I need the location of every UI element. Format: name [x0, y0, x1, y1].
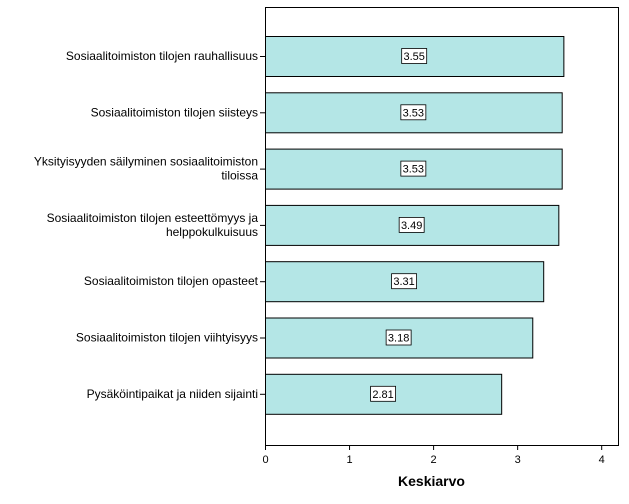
- data-label-5: 3.31: [393, 276, 414, 288]
- x-tick-label-0: 0: [262, 454, 268, 466]
- data-label-box-4: [398, 216, 425, 233]
- category-label-7: Pysäköintipaikat ja niiden sijainti: [87, 387, 258, 401]
- category-label-6: Sosiaalitoimiston tilojen viihtyisyys: [76, 331, 258, 345]
- bars-group: 3.55 3.53 3.53 3.49 3.31 3.18 2.81: [265, 36, 565, 415]
- category-label-3: Yksityisyyden säilyminen sosiaalitoimist…: [34, 155, 258, 183]
- category-labels-group: Sosiaalitoimiston tilojen rauhallisuus So…: [34, 49, 265, 401]
- data-label-2: 3.53: [403, 107, 424, 119]
- category-label-4: Sosiaalitoimiston tilojen esteettömyys j…: [47, 211, 259, 239]
- x-ticks-group: 0 1 2 3 4: [262, 445, 605, 466]
- x-tick-label-2: 2: [431, 454, 437, 466]
- data-label-6: 3.18: [388, 333, 409, 345]
- plot-frame: [265, 7, 619, 446]
- data-label-box-2: [400, 104, 427, 121]
- data-label-box-1: [401, 48, 428, 64]
- data-label-box-3: [400, 160, 427, 177]
- data-label-box-6: [385, 329, 412, 346]
- category-label-5: Sosiaalitoimiston tilojen opasteet: [84, 274, 259, 288]
- data-label-3: 3.53: [403, 164, 424, 176]
- x-axis-title: Keskiarvo: [398, 473, 465, 489]
- data-label-1: 3.55: [403, 51, 424, 63]
- data-label-box-5: [391, 273, 417, 290]
- data-label-4: 3.49: [401, 220, 422, 232]
- x-tick-label-4: 4: [599, 454, 605, 466]
- category-label-1: Sosiaalitoimiston tilojen rauhallisuus: [66, 49, 258, 63]
- x-tick-label-1: 1: [346, 454, 352, 466]
- data-label-box-7: [370, 385, 396, 402]
- x-tick-label-3: 3: [515, 454, 521, 466]
- category-label-2: Sosiaalitoimiston tilojen siisteys: [91, 105, 258, 119]
- data-label-7: 2.81: [372, 389, 393, 401]
